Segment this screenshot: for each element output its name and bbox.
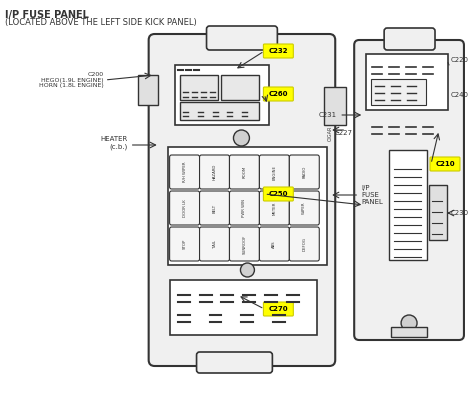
FancyBboxPatch shape [197, 352, 273, 373]
Text: C220: C220 [451, 57, 469, 63]
Text: C200
HEGO(1.9L ENGINE)
HORN (1.8L ENGINE): C200 HEGO(1.9L ENGINE) HORN (1.8L ENGINE… [39, 72, 104, 88]
FancyBboxPatch shape [259, 191, 289, 225]
Text: METER: METER [273, 201, 276, 215]
Text: DOOR LK: DOOR LK [182, 199, 187, 217]
Circle shape [240, 263, 255, 277]
Text: C260: C260 [269, 91, 288, 97]
FancyBboxPatch shape [170, 227, 200, 261]
Text: ENGINE: ENGINE [273, 164, 276, 179]
FancyBboxPatch shape [384, 28, 435, 50]
FancyBboxPatch shape [264, 44, 293, 58]
Bar [221, 75, 259, 100]
Text: HEATER
(c.b.): HEATER (c.b.) [100, 136, 128, 150]
Text: WIPER: WIPER [302, 202, 306, 214]
Text: C227: C227 [334, 130, 352, 136]
Bar [137, 75, 158, 105]
FancyBboxPatch shape [229, 155, 259, 189]
Text: C240: C240 [451, 92, 469, 98]
FancyBboxPatch shape [289, 155, 319, 189]
FancyBboxPatch shape [200, 191, 229, 225]
Bar [174, 65, 269, 125]
FancyBboxPatch shape [289, 191, 319, 225]
FancyBboxPatch shape [264, 302, 293, 316]
Text: STOP: STOP [182, 239, 187, 249]
FancyBboxPatch shape [149, 34, 335, 366]
FancyBboxPatch shape [200, 155, 229, 189]
Bar [180, 102, 259, 120]
FancyBboxPatch shape [264, 87, 293, 101]
Bar [170, 280, 317, 335]
Text: (LOCATED ABOVE THE LEFT SIDE KICK PANEL): (LOCATED ABOVE THE LEFT SIDE KICK PANEL) [5, 18, 197, 27]
FancyBboxPatch shape [229, 191, 259, 225]
Text: HAZARD: HAZARD [212, 164, 217, 180]
Text: C230: C230 [451, 210, 469, 216]
FancyBboxPatch shape [289, 227, 319, 261]
Bar [371, 79, 426, 105]
Bar [324, 87, 346, 125]
Text: RADIO: RADIO [302, 166, 306, 178]
Text: ABS: ABS [273, 240, 276, 248]
FancyBboxPatch shape [259, 155, 289, 189]
FancyBboxPatch shape [200, 227, 229, 261]
Text: BELT: BELT [212, 203, 217, 213]
Text: C250: C250 [269, 191, 288, 197]
Text: TAIL: TAIL [212, 240, 217, 248]
Text: CIGAR: CIGAR [327, 126, 332, 141]
FancyBboxPatch shape [259, 227, 289, 261]
FancyBboxPatch shape [207, 26, 277, 50]
Bar [429, 185, 447, 240]
FancyBboxPatch shape [264, 187, 293, 201]
Text: C270: C270 [269, 306, 288, 312]
Circle shape [401, 315, 417, 331]
Bar [389, 150, 427, 260]
Bar [366, 54, 448, 110]
Circle shape [234, 130, 249, 146]
FancyBboxPatch shape [354, 40, 464, 340]
Text: R/H WIPER: R/H WIPER [182, 162, 187, 182]
Bar [168, 147, 327, 265]
Bar [180, 75, 218, 100]
Text: I/P FUSE PANEL: I/P FUSE PANEL [5, 10, 89, 20]
FancyBboxPatch shape [229, 227, 259, 261]
Text: C210: C210 [435, 161, 455, 167]
FancyBboxPatch shape [430, 157, 460, 171]
Text: I/P
FUSE
PANEL: I/P FUSE PANEL [361, 185, 383, 205]
Text: SUNROOF: SUNROOF [242, 234, 246, 254]
Text: C231: C231 [319, 112, 337, 118]
Bar [391, 327, 427, 337]
Text: PWR WIN: PWR WIN [242, 199, 246, 217]
FancyBboxPatch shape [170, 191, 200, 225]
Text: DEFOG: DEFOG [302, 237, 306, 251]
Text: C232: C232 [269, 48, 288, 54]
FancyBboxPatch shape [170, 155, 200, 189]
Text: ROOM: ROOM [242, 166, 246, 178]
